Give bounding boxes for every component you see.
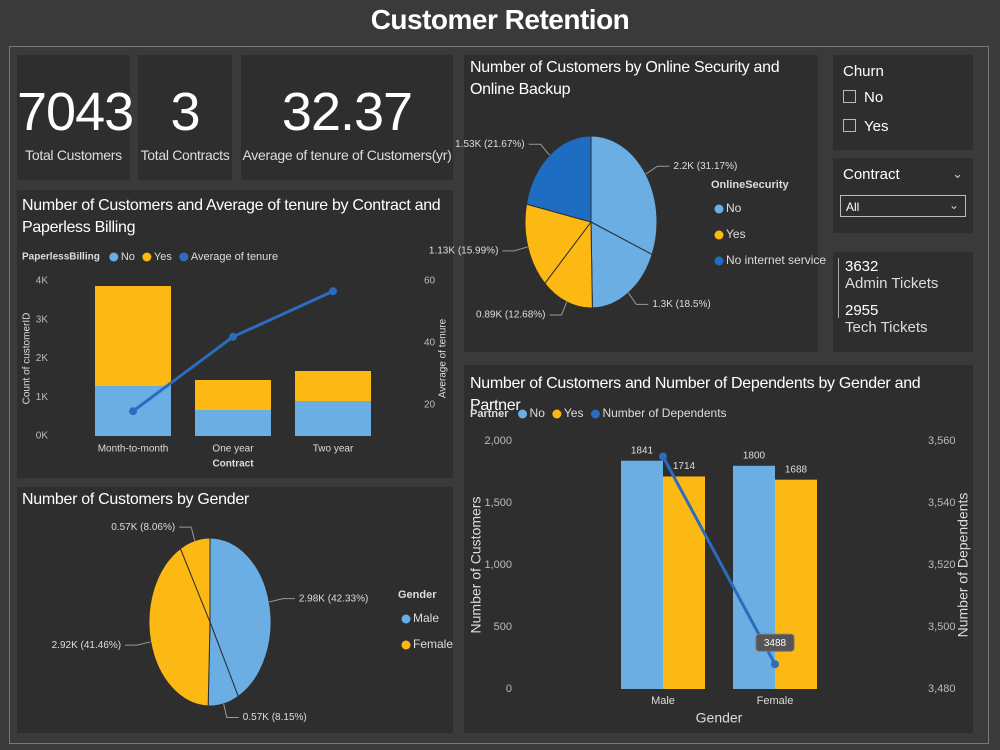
chevron[interactable]: ⌄ — [952, 166, 963, 181]
slicer-title: Churn — [843, 63, 884, 80]
card-label: Average of tenure of Customers(yr) — [242, 147, 452, 163]
dropdown[interactable]: All ⌄ — [840, 195, 966, 217]
option-label: No — [864, 89, 884, 106]
card: 32.37 Average of tenure of Customers(yr) — [241, 55, 453, 180]
chart-panel: Number of Customers and Number of Depend… — [464, 365, 973, 733]
dropdown-value: All — [846, 200, 860, 214]
slicer-option[interactable]: No — [843, 89, 883, 106]
ticket-label: Admin Tickets — [845, 275, 939, 292]
chart-title: Number of Customers by Gender — [22, 491, 249, 508]
chart-panel: Number of Customers and Average of tenur… — [17, 190, 453, 478]
contract-slicer: Contract ⌄ All ⌄ — [833, 158, 973, 233]
frame — [9, 46, 989, 744]
tickets-card: 3632 Admin Tickets 2955 Tech Tickets — [833, 252, 973, 352]
chart-title: Number of Customers and Average of tenur… — [22, 197, 441, 236]
dashboard-title: Customer Retention — [370, 4, 630, 35]
card-value: 3 — [170, 82, 200, 142]
chart-title: Number of Customers by Online Security a… — [470, 59, 780, 98]
ticket-label: Tech Tickets — [845, 319, 928, 336]
card-value: 32.37 — [281, 82, 413, 142]
divider — [838, 258, 839, 318]
chart-panel: Number of Customers by Online Security a… — [464, 55, 818, 352]
ticket-value: 3632 — [845, 258, 879, 275]
slicer-option[interactable]: Yes — [843, 118, 888, 135]
card: 7043 Total Customers — [17, 55, 134, 180]
card: 3 Total Contracts — [138, 55, 232, 180]
card-value: 7043 — [17, 82, 134, 142]
card-label: Total Customers — [25, 147, 122, 163]
ticket-value: 2955 — [845, 302, 879, 319]
option-label: Yes — [864, 118, 889, 135]
chart-title: Number of Customers and Number of Depend… — [470, 375, 921, 414]
slicer-title: Contract — [843, 166, 900, 183]
churn-slicer: Churn No Yes — [833, 55, 973, 150]
chart-panel: Number of Customers by Gender — [17, 487, 453, 733]
card-label: Total Contracts — [140, 147, 230, 163]
